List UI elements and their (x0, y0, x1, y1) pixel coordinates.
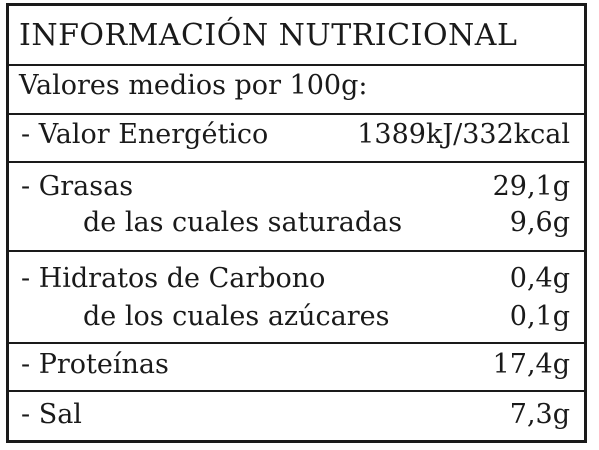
divider-title (9, 64, 584, 66)
row-saturated-value: 9,6g (509, 207, 570, 238)
label-title: INFORMACIÓN NUTRICIONAL (19, 18, 518, 53)
row-fat-value: 29,1g (492, 171, 570, 202)
row-carbs-value: 0,4g (509, 263, 570, 294)
row-energy-value: 1389kJ/332kcal (357, 119, 570, 150)
divider-subtitle (9, 113, 584, 115)
row-protein-value: 17,4g (492, 349, 570, 380)
row-salt-name: - Sal (21, 399, 82, 430)
label-subtitle: Valores medios por 100g: (19, 70, 368, 101)
divider-protein (9, 390, 584, 392)
row-protein-name: - Proteínas (21, 349, 169, 380)
divider-carbs (9, 342, 584, 344)
row-sugars-value: 0,1g (509, 301, 570, 332)
divider-energy (9, 161, 584, 163)
row-carbs-name: - Hidratos de Carbono (21, 263, 326, 294)
divider-fat (9, 250, 584, 252)
row-saturated-name: de las cuales saturadas (83, 207, 403, 238)
row-fat-name: - Grasas (21, 171, 134, 202)
row-salt-value: 7,3g (509, 399, 570, 430)
row-sugars-name: de los cuales azúcares (83, 301, 390, 332)
nutrition-label: INFORMACIÓN NUTRICIONAL Valores medios p… (6, 3, 587, 443)
row-energy-name: - Valor Energético (21, 119, 269, 150)
